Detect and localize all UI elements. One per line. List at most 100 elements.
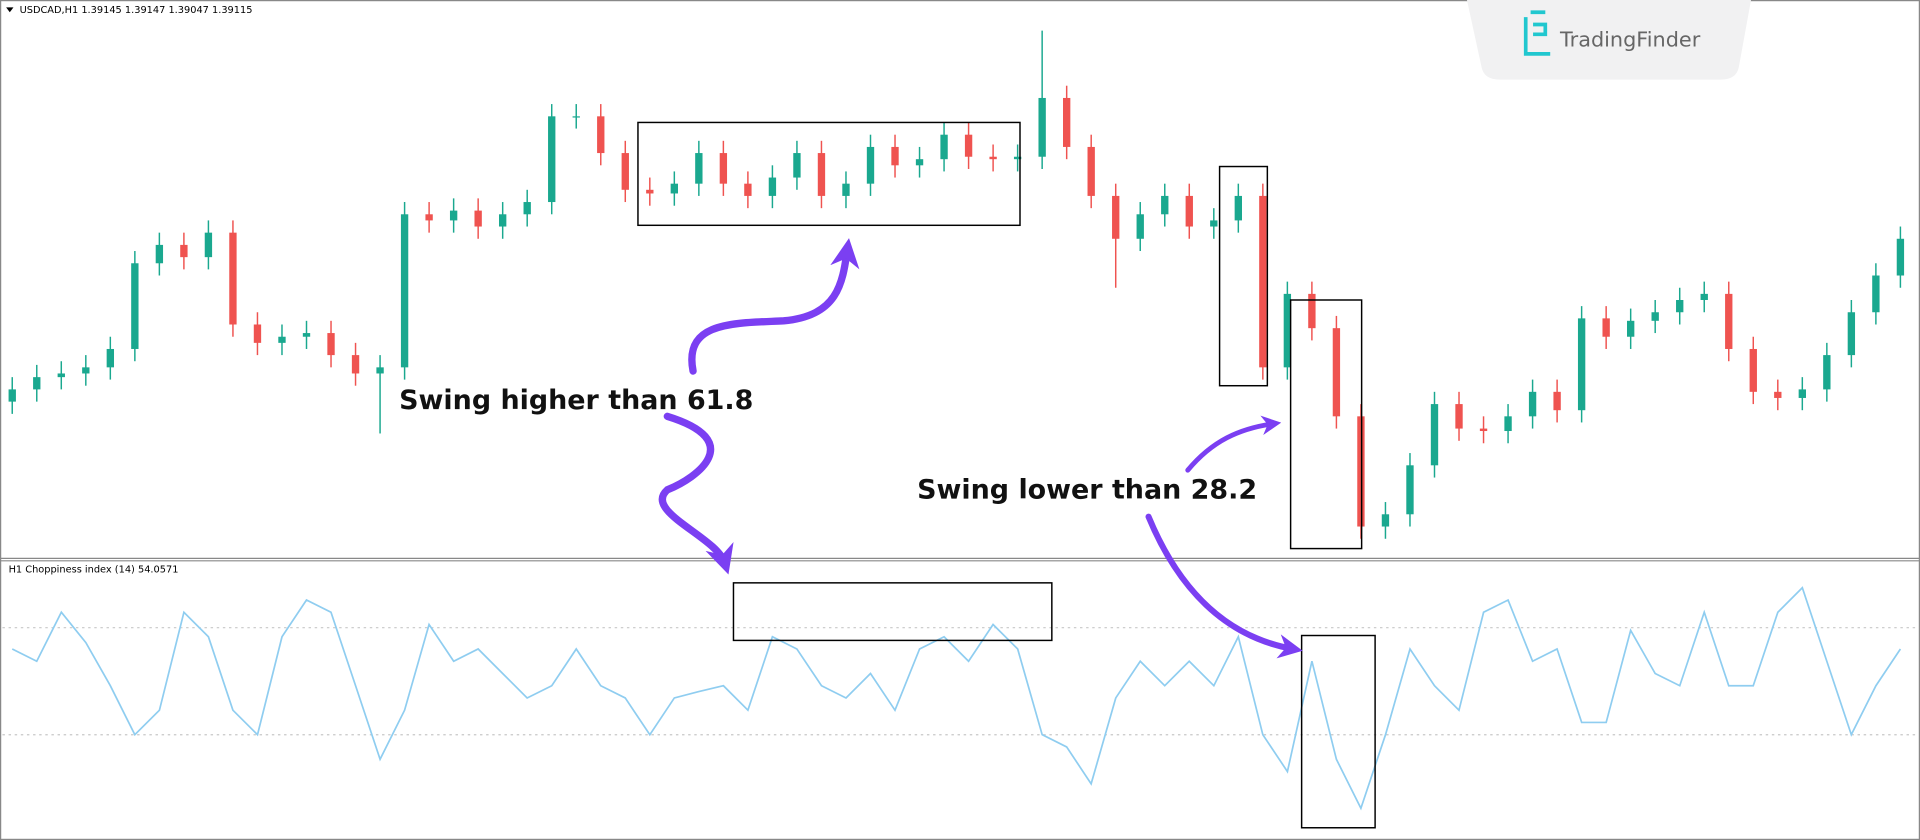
candle-body xyxy=(1651,312,1659,321)
candle-body xyxy=(744,183,752,196)
header-arrow xyxy=(6,7,14,13)
highlight-boxes xyxy=(637,121,1376,829)
candle-body xyxy=(768,177,777,196)
candle-body xyxy=(1381,514,1390,527)
candle-body xyxy=(964,134,973,157)
logo-tab xyxy=(1466,0,1752,80)
candle-body xyxy=(449,210,458,221)
candle-body xyxy=(597,116,605,154)
candle-body xyxy=(327,333,335,356)
candle-body xyxy=(376,367,384,374)
candle-body xyxy=(82,367,90,374)
highlight-box xyxy=(732,582,1053,642)
price-header: USDCAD,H1 1.39145 1.39147 1.39047 1.3911… xyxy=(20,5,253,16)
candle-body xyxy=(351,355,360,374)
logo-icon xyxy=(1523,10,1551,56)
candle-body xyxy=(1063,97,1071,147)
candle-body xyxy=(1528,391,1537,417)
candle-body xyxy=(1823,355,1831,390)
candle-body xyxy=(204,232,213,258)
candle-body xyxy=(1847,312,1856,356)
candle-body xyxy=(1038,97,1046,157)
candle-body xyxy=(1749,348,1757,392)
candle-body xyxy=(1700,293,1708,300)
arrow xyxy=(1185,415,1282,473)
candle-body xyxy=(302,333,311,337)
highlight-box xyxy=(1218,165,1269,387)
candle-body xyxy=(646,189,654,194)
candle-body xyxy=(8,389,16,402)
candle-body xyxy=(1479,428,1488,432)
candle-body xyxy=(866,146,875,184)
candle-body xyxy=(891,146,899,166)
candle-body xyxy=(1013,156,1022,160)
candle-body xyxy=(1872,275,1880,313)
candle-body xyxy=(1332,328,1341,417)
candle-body xyxy=(1553,391,1561,411)
candle-body xyxy=(989,156,997,160)
candle-body xyxy=(817,153,826,196)
candle-body xyxy=(621,153,629,190)
candle-body xyxy=(523,202,531,215)
logo-text: TradingFinder xyxy=(1559,27,1701,51)
candle-body xyxy=(1896,238,1905,276)
candle-body xyxy=(474,210,482,227)
candle-body xyxy=(1626,320,1635,337)
candle-body xyxy=(1234,195,1242,221)
marks xyxy=(2,30,1918,811)
arrows xyxy=(658,238,1303,659)
candle-body xyxy=(400,214,409,368)
candle-body xyxy=(106,348,115,368)
candle-body xyxy=(1161,195,1169,215)
candle-body xyxy=(155,244,164,264)
candle-body xyxy=(1210,220,1218,227)
annotation: Swing higher than 61.8 xyxy=(399,385,753,416)
candle-body xyxy=(1504,416,1512,432)
candle-body xyxy=(940,134,948,160)
candle-body xyxy=(278,336,286,343)
candle-body xyxy=(670,183,679,194)
candle-body xyxy=(499,214,507,227)
candle-body xyxy=(1725,293,1733,349)
indicator-line xyxy=(11,586,1902,811)
candle-body xyxy=(793,153,801,178)
highlight-box xyxy=(637,121,1021,227)
candle-body xyxy=(57,373,65,378)
candle-body xyxy=(1308,293,1316,329)
candle-body xyxy=(1676,300,1684,313)
candle-body xyxy=(1455,404,1463,429)
candle-body xyxy=(695,153,703,184)
candle-body xyxy=(1774,391,1782,398)
candle-body xyxy=(1185,195,1193,227)
candle-body xyxy=(425,214,433,221)
highlight-box xyxy=(1289,299,1363,550)
candle-body xyxy=(1283,293,1292,368)
candle-body xyxy=(842,183,850,196)
candle-body xyxy=(1430,404,1439,466)
candle-body xyxy=(229,232,237,325)
candle-body xyxy=(253,324,262,343)
highlight-box xyxy=(1300,634,1376,829)
candle-body xyxy=(572,116,580,118)
candle-body xyxy=(915,159,924,166)
candle-body xyxy=(1259,195,1267,368)
candle-body xyxy=(548,116,556,203)
candle-body xyxy=(1406,465,1414,515)
arrow xyxy=(1145,513,1303,659)
annotation: Swing lower than 28.2 xyxy=(917,475,1257,506)
arrow xyxy=(658,412,734,575)
candle-body xyxy=(1112,195,1120,239)
candle-body xyxy=(1087,146,1095,196)
candle-body xyxy=(1798,389,1806,398)
candle-body xyxy=(180,244,188,258)
candle-body xyxy=(1136,214,1144,239)
candle-body xyxy=(1577,318,1586,411)
candle-body xyxy=(33,377,41,390)
arrow xyxy=(688,238,860,375)
candle-body xyxy=(719,153,728,184)
candle-body xyxy=(1602,318,1610,337)
candle-body xyxy=(131,263,139,349)
